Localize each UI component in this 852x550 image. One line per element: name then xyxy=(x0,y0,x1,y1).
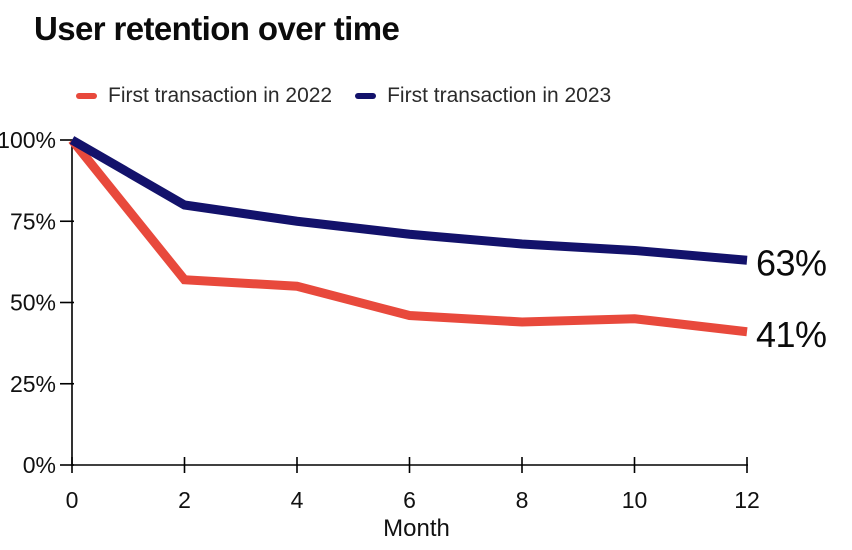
y-tick-label: 25% xyxy=(10,371,56,397)
chart-title: User retention over time xyxy=(34,10,400,47)
x-tick-label: 12 xyxy=(734,487,760,513)
legend-item-2022: First transaction in 2022 xyxy=(76,84,332,108)
end-value-label-2022: 41% xyxy=(756,314,827,355)
x-tick-label: 8 xyxy=(516,487,529,513)
axis-lines xyxy=(71,140,748,466)
legend-item-2023: First transaction in 2023 xyxy=(355,84,611,108)
line-series-2023 xyxy=(69,136,748,265)
x-tick-label: 0 xyxy=(66,487,79,513)
chart-legend: First transaction in 2022 First transact… xyxy=(76,84,611,108)
y-tick-label: 50% xyxy=(10,290,56,316)
legend-dash-2022-icon xyxy=(76,93,97,99)
x-tick-label: 6 xyxy=(403,487,416,513)
legend-dash-2023-icon xyxy=(355,93,377,99)
x-axis-title: Month xyxy=(383,515,450,542)
legend-label-2023: First transaction in 2023 xyxy=(387,84,612,107)
legend-label-2022: First transaction in 2022 xyxy=(108,84,333,107)
x-tick-label: 2 xyxy=(178,487,191,513)
x-tick-label: 4 xyxy=(291,487,304,513)
x-tick-label: 10 xyxy=(622,487,648,513)
line-series-2022 xyxy=(68,137,748,337)
end-value-label-2023: 63% xyxy=(756,242,827,283)
y-tick-label: 100% xyxy=(0,127,56,153)
y-tick-label: 75% xyxy=(10,208,56,234)
y-tick-label: 0% xyxy=(23,452,56,478)
